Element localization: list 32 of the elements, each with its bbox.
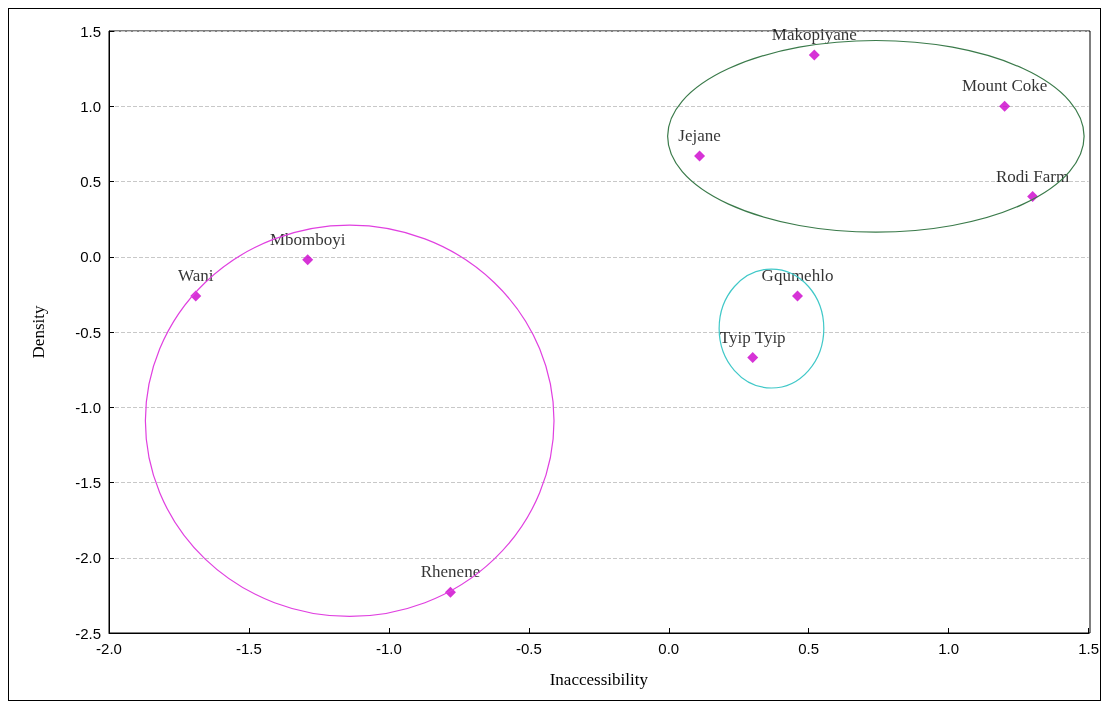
x-tick-label: 0.0: [658, 640, 680, 657]
annotation: Mbomboyi: [269, 229, 346, 249]
annotation: Wani: [178, 265, 214, 285]
point: [792, 290, 803, 302]
y-tick-label: -2.5: [75, 624, 101, 642]
y-tick-label: -1.0: [75, 398, 101, 416]
x-tick-label: -2.0: [96, 640, 122, 657]
y-tick-label: 0.5: [80, 173, 101, 190]
x-tick-label: -1.5: [236, 640, 262, 657]
point: [302, 254, 314, 266]
x-tick-label: 1.0: [938, 640, 960, 657]
annotation: Makopiyane: [771, 25, 857, 45]
y-axis-title: Density: [29, 305, 48, 359]
x-tick-label: 1.5: [1078, 640, 1099, 657]
annotation: Mount Coke: [961, 76, 1048, 96]
annotation: Tyip Tyip: [719, 327, 786, 347]
point: [808, 49, 820, 61]
x-tick-label: 0.5: [798, 640, 820, 657]
point: [999, 100, 1011, 112]
point: [694, 150, 706, 162]
annotation: Jejane: [678, 125, 721, 145]
x-tick-label: -0.5: [515, 640, 542, 657]
y-tick-label: 1.0: [80, 97, 101, 115]
point: [747, 352, 759, 364]
annotation: Rhenene: [420, 562, 481, 582]
y-tick-label: -2.0: [75, 549, 101, 567]
x-axis-title: Inaccessibility: [549, 670, 649, 689]
x-tick-label: -1.0: [375, 640, 402, 657]
y-tick-label: -1.5: [75, 474, 101, 491]
y-tick-label: -0.5: [75, 323, 101, 341]
y-tick-label: 0.0: [80, 248, 101, 266]
y-tick-label: 1.5: [80, 22, 101, 40]
